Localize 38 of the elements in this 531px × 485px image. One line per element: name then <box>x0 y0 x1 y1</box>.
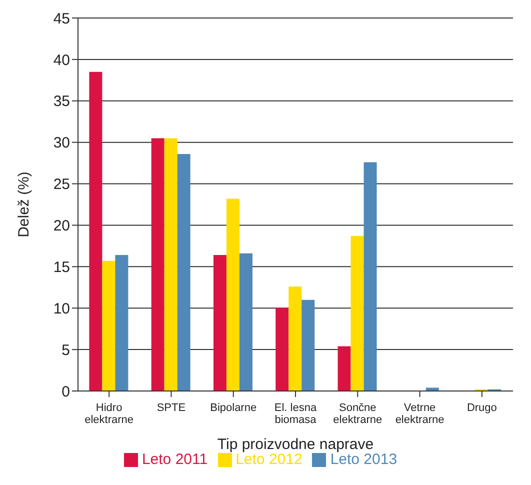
bar <box>164 138 178 391</box>
x-tick-label: El. lesna biomasa <box>274 402 318 426</box>
bar <box>239 253 252 391</box>
y-tick-label: 15 <box>53 258 70 276</box>
x-tick-label: Hidro elektrarne <box>84 402 134 426</box>
x-tick-label: Bipolarne <box>210 402 257 414</box>
bar <box>350 236 364 391</box>
y-tick-label: 0 <box>62 383 70 400</box>
bar <box>213 255 226 391</box>
x-tick-label: Sončne elektrarne <box>333 402 382 426</box>
x-tick-label: Vetrne elektrarne <box>395 402 444 426</box>
y-tick-label: 30 <box>53 134 70 152</box>
bar <box>288 286 302 391</box>
legend-label: Leto 2012 <box>236 451 302 468</box>
x-axis-title: Tip proizvodne naprave <box>217 436 374 453</box>
bar <box>302 300 315 391</box>
y-tick-label: 25 <box>53 176 70 194</box>
x-tick-label: Drugo <box>466 402 497 414</box>
bar <box>177 154 190 391</box>
y-axis-title: Delež (%) <box>15 172 32 238</box>
legend-label: Leto 2013 <box>330 451 398 468</box>
bar <box>151 138 164 391</box>
y-tick-label: 35 <box>53 93 70 110</box>
bar <box>115 255 128 391</box>
bar <box>89 72 102 391</box>
bar <box>102 260 116 391</box>
bar <box>338 346 351 391</box>
bar <box>364 162 377 391</box>
y-tick-label: 40 <box>53 52 70 69</box>
bar <box>426 388 439 391</box>
y-tick-label: 5 <box>62 342 70 359</box>
y-tick-label: 45 <box>53 10 70 28</box>
legend-label: Leto 2011 <box>142 451 208 468</box>
bar <box>276 308 289 391</box>
bar <box>226 198 240 391</box>
y-tick-label: 10 <box>53 300 70 318</box>
x-tick-label: SPTE <box>156 402 186 414</box>
y-tick-label: 20 <box>53 218 70 235</box>
